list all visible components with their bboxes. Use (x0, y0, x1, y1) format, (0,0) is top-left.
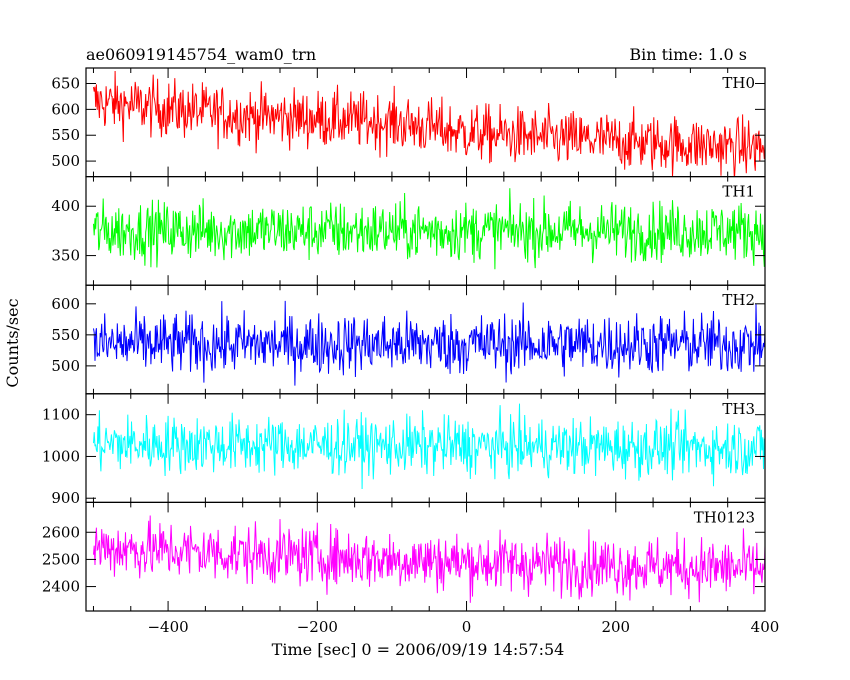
series-line-th0123 (93, 515, 765, 603)
panel-label-th0123: TH0123 (694, 508, 755, 526)
y-tick-label-th1: 400 (51, 197, 80, 215)
y-tick-label-th0: 500 (51, 152, 80, 170)
x-tick-label: 400 (751, 618, 780, 636)
y-tick-label-th3: 1000 (42, 447, 80, 465)
y-tick-label-th0123: 2400 (42, 578, 80, 596)
y-tick-label-th0123: 2600 (42, 523, 80, 541)
y-tick-label-th0: 650 (51, 75, 80, 93)
y-tick-label-th3: 900 (51, 489, 80, 507)
x-tick-label: −400 (147, 618, 188, 636)
y-axis-label: Counts/sec (3, 298, 22, 387)
x-axis-label: Time [sec] 0 = 2006/09/19 14:57:54 (272, 640, 565, 659)
series-line-th3 (93, 403, 765, 490)
y-tick-label-th0123: 2500 (42, 550, 80, 568)
panel-label-th3: TH3 (722, 400, 755, 418)
x-tick-label: 0 (462, 618, 472, 636)
y-tick-label-th1: 350 (51, 247, 80, 265)
y-tick-label-th3: 1100 (42, 406, 80, 424)
bin-time-label: Bin time: 1.0 s (629, 45, 747, 64)
series-line-th1 (93, 188, 765, 270)
x-tick-label: −200 (297, 618, 338, 636)
series-line-th2 (93, 300, 765, 386)
y-tick-label-th2: 500 (51, 357, 80, 375)
x-tick-label: 200 (601, 618, 630, 636)
panel-frame-th0123 (85, 501, 766, 612)
y-tick-label-th2: 600 (51, 295, 80, 313)
series-line-th0 (93, 70, 765, 177)
y-tick-label-th0: 550 (51, 126, 80, 144)
panel-label-th2: TH2 (722, 291, 755, 309)
panel-label-th0: TH0 (722, 74, 755, 92)
y-tick-label-th0: 600 (51, 100, 80, 118)
panel-label-th1: TH1 (722, 183, 755, 201)
chart-title: ae060919145754_wam0_trn (86, 45, 316, 64)
y-tick-label-th2: 550 (51, 326, 80, 344)
panels-group: 500 550 600 650 TH0 350 400 TH1 500 550 600 TH2 900 1… (42, 67, 780, 636)
